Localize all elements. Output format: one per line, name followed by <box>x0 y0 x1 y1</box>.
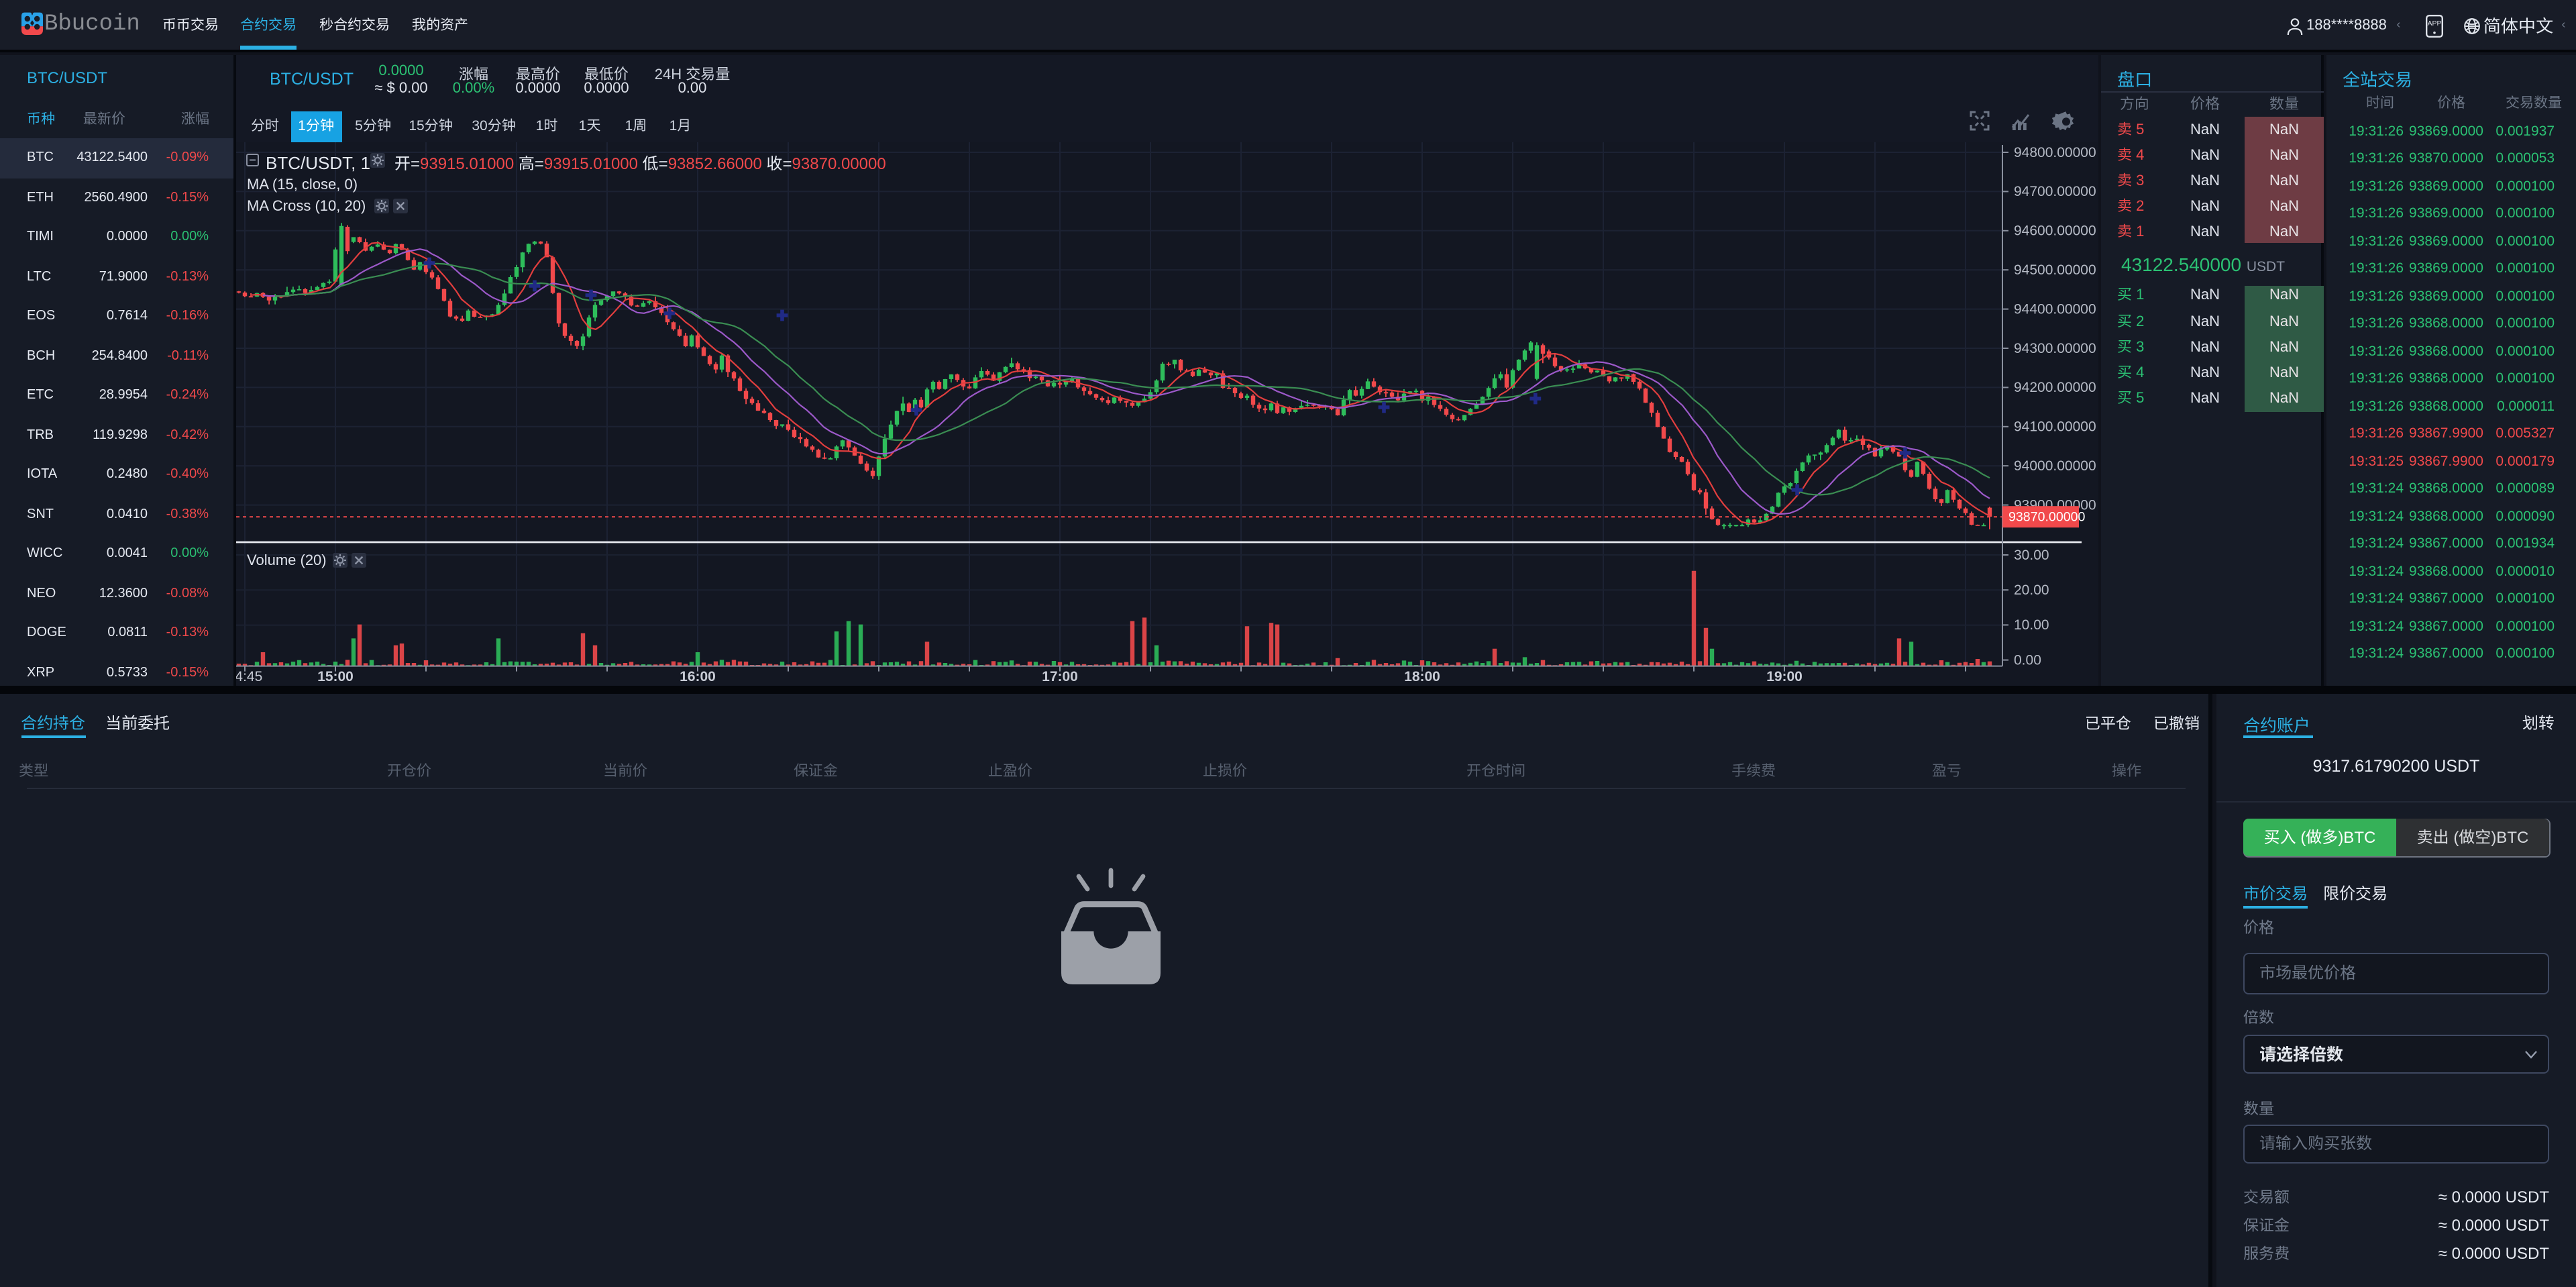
svg-text:93870.00000: 93870.00000 <box>2008 510 2086 525</box>
svg-text:APP: APP <box>2428 20 2442 28</box>
svg-text:20.00: 20.00 <box>2014 582 2049 598</box>
svg-text:19:00: 19:00 <box>1766 669 1803 684</box>
svg-text:14:45: 14:45 <box>236 669 262 684</box>
svg-text:10.00: 10.00 <box>2014 617 2049 633</box>
svg-text:94600.00000: 94600.00000 <box>2014 223 2096 239</box>
svg-text:Volume (20): Volume (20) <box>247 552 327 568</box>
svg-text:15:00: 15:00 <box>317 669 354 684</box>
svg-text:94300.00000: 94300.00000 <box>2014 341 2096 356</box>
svg-text:94800.00000: 94800.00000 <box>2014 145 2096 160</box>
svg-text:94400.00000: 94400.00000 <box>2014 301 2096 317</box>
svg-text:94500.00000: 94500.00000 <box>2014 262 2096 278</box>
svg-text:MA (15, close, 0): MA (15, close, 0) <box>247 176 358 193</box>
svg-text:94700.00000: 94700.00000 <box>2014 184 2096 199</box>
svg-text:94000.00000: 94000.00000 <box>2014 458 2096 474</box>
svg-text:开=93915.01000 高=93915.01000: 开=93915.01000 高=93915.01000 低=93852.6600… <box>394 155 886 173</box>
svg-text:MA Cross (10, 20): MA Cross (10, 20) <box>247 197 366 214</box>
svg-text:BTC/USDT, 1: BTC/USDT, 1 <box>266 153 370 173</box>
svg-text:0.00: 0.00 <box>2014 652 2041 668</box>
svg-text:17:00: 17:00 <box>1042 669 1078 684</box>
svg-text:30.00: 30.00 <box>2014 548 2049 563</box>
svg-text:16:00: 16:00 <box>680 669 716 684</box>
svg-text:94100.00000: 94100.00000 <box>2014 419 2096 435</box>
svg-text:18:00: 18:00 <box>1404 669 1440 684</box>
svg-text:94200.00000: 94200.00000 <box>2014 380 2096 395</box>
